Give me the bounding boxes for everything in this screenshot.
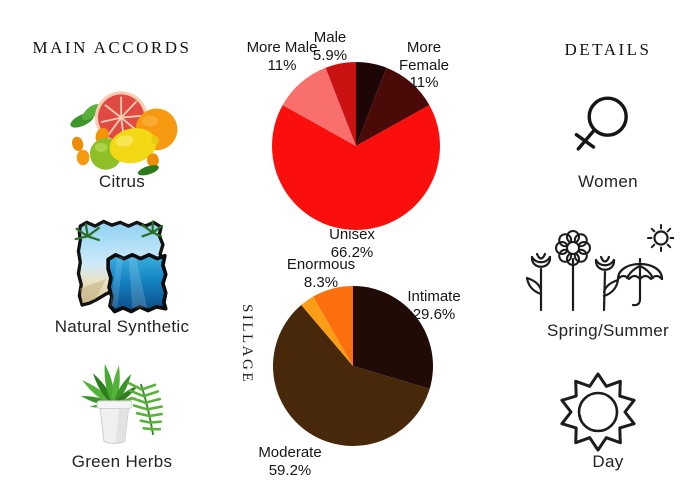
- pie-segment: [325, 62, 356, 146]
- pie-segment: [353, 286, 433, 389]
- pie-label-value: 29.6%: [412, 305, 456, 323]
- pie-label-text: More Male: [246, 39, 318, 56]
- sillage-axis-label: SILLAGE: [239, 304, 255, 384]
- pie-segment: [301, 296, 353, 366]
- pie-label-value: 66.2%: [330, 243, 374, 261]
- pie-label-text: Intimate: [407, 288, 461, 305]
- pie-label-moderate: Moderate 59.2%: [248, 444, 332, 479]
- detail-label-day: Day: [592, 452, 624, 471]
- gender-pie-chart: [272, 62, 440, 230]
- accord-label-citrus: Citrus: [98, 172, 146, 191]
- pie-segment: [356, 62, 387, 146]
- beach-collage-image: [74, 219, 168, 314]
- pie-label-text: Unisex: [329, 226, 375, 243]
- pie-label-value: 11%: [267, 56, 297, 74]
- accord-label-green-herbs: Green Herbs: [71, 452, 173, 471]
- female-symbol-icon: [574, 96, 628, 151]
- sillage-pie-chart: [273, 286, 433, 446]
- citrus-fruits-image: [70, 91, 178, 176]
- pie-label-more-female: More Female 11%: [382, 39, 466, 92]
- pie-label-unisex: Unisex 66.2%: [312, 226, 392, 261]
- pie-label-value: 8.3%: [303, 273, 339, 291]
- main-accords-header: MAIN ACCORDS: [32, 38, 192, 57]
- pie-label-text: Male: [313, 29, 347, 46]
- day-sun-icon: [560, 372, 636, 452]
- pie-label-value: 5.9%: [312, 46, 348, 64]
- pie-label-value: 11%: [409, 74, 439, 92]
- pie-segment: [273, 305, 430, 446]
- spring-summer-icon: [525, 224, 674, 312]
- pie-label-text: Enormous: [286, 256, 356, 273]
- pie-segment: [356, 67, 430, 146]
- pie-label-text: Moderate: [258, 444, 322, 461]
- fern-plant-image: [80, 363, 163, 444]
- pie-segment: [313, 286, 353, 366]
- pie-label-value: 59.2%: [268, 461, 312, 479]
- pie-label-male: Male 5.9%: [299, 29, 361, 64]
- pie-segment: [272, 105, 440, 230]
- detail-label-women: Women: [578, 172, 638, 191]
- detail-label-spring-summer: Spring/Summer: [547, 321, 669, 340]
- pie-label-enormous: Enormous 8.3%: [278, 256, 364, 291]
- accord-label-natural-synthetic: Natural Synthetic: [54, 317, 190, 336]
- pie-label-text: More Female: [398, 39, 450, 74]
- pie-segment: [282, 67, 356, 146]
- pie-label-intimate: Intimate 29.6%: [392, 288, 476, 323]
- pie-label-more-male: More Male 11%: [238, 39, 326, 74]
- details-header: DETAILS: [564, 40, 652, 59]
